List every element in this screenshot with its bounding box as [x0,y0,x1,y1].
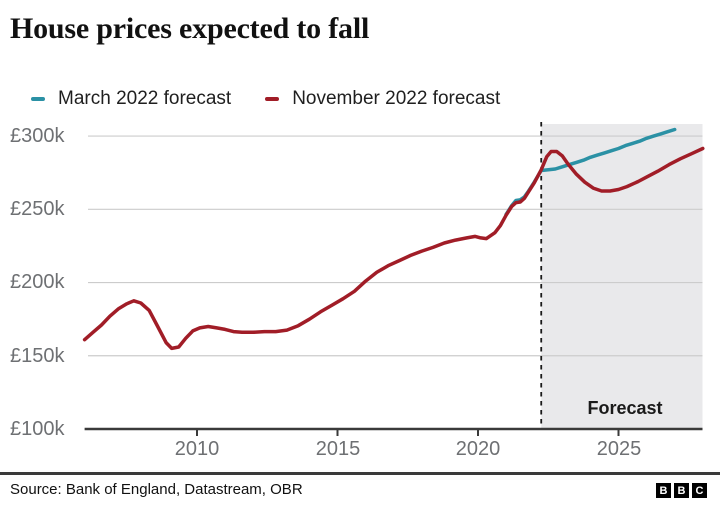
forecast-region-label: Forecast [587,398,663,418]
price-chart-canvas [82,122,705,436]
legend-label: March 2022 forecast [58,88,232,109]
bbc-logo-block: B [674,483,689,498]
november-forecast-line [82,146,705,351]
price-chart [0,115,720,465]
source-attribution: Source: Bank of England, Datastream, OBR [10,481,303,498]
forecast-region [541,124,703,429]
bbc-logo-block: C [692,483,707,498]
x-axis-label: 2015 [315,438,361,460]
y-axis-label: £300k [10,125,65,147]
y-axis-label: £150k [10,345,65,367]
march-forecast-swatch-icon [31,97,45,101]
y-axis-label: £100k [10,418,65,440]
y-axis-label: £250k [10,198,65,220]
bbc-logo: B B C [656,483,707,498]
legend-item-march-2022: March 2022 forecast [31,88,231,110]
x-axis-label: 2025 [596,438,642,460]
november-forecast-swatch-icon [265,97,280,101]
legend-item-november-2022: November 2022 forecast [265,88,500,110]
legend-label: November 2022 forecast [292,88,501,109]
chart-title: House prices expected to fall [10,12,370,45]
y-axis-label: £200k [10,271,65,293]
x-axis-label: 2010 [174,438,220,460]
footer-divider [0,472,720,475]
chart-legend: March 2022 forecast November 2022 foreca… [31,88,500,110]
x-axis-label: 2020 [455,438,501,460]
bbc-logo-block: B [656,483,671,498]
